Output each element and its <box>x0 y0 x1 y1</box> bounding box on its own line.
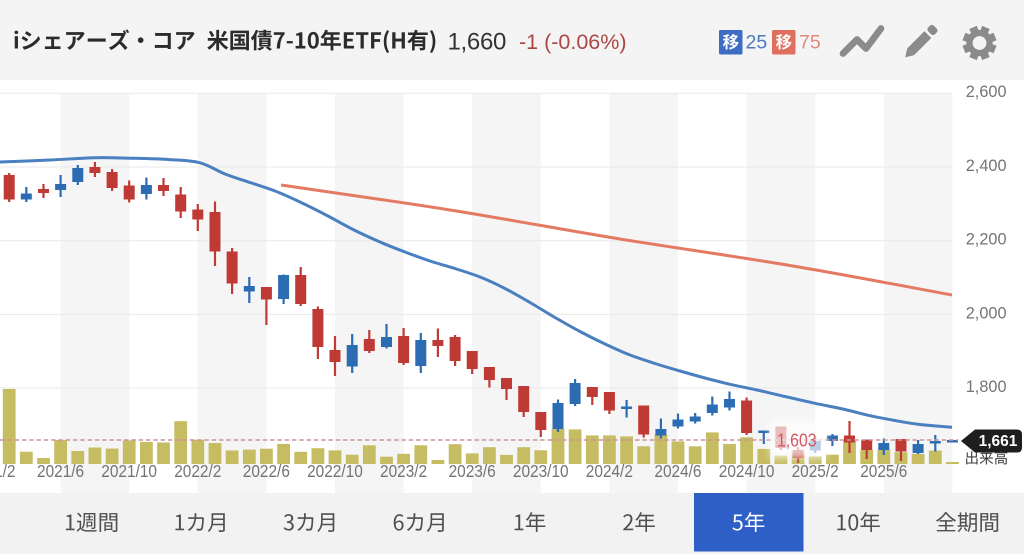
svg-text:2023/2: 2023/2 <box>380 461 427 481</box>
svg-text:2,400: 2,400 <box>966 157 1007 175</box>
svg-text:2024/2: 2024/2 <box>586 461 633 481</box>
svg-text:2023/10: 2023/10 <box>513 461 569 481</box>
svg-text:2024/6: 2024/6 <box>654 461 701 481</box>
svg-text:2022/6: 2022/6 <box>243 461 290 481</box>
svg-text:2,200: 2,200 <box>966 231 1007 249</box>
svg-text:2021/2: 2021/2 <box>0 461 15 481</box>
svg-text:1,660: 1,660 <box>448 29 507 56</box>
svg-text:2,000: 2,000 <box>966 304 1007 322</box>
svg-text:2021/10: 2021/10 <box>101 461 157 481</box>
svg-text:1,661: 1,661 <box>979 433 1018 450</box>
svg-text:25: 25 <box>746 31 768 53</box>
svg-text:2025/6: 2025/6 <box>860 461 907 481</box>
svg-text:2024/10: 2024/10 <box>719 461 775 481</box>
svg-text:75: 75 <box>799 31 821 53</box>
svg-text:2023/6: 2023/6 <box>449 461 496 481</box>
svg-text:2025/2: 2025/2 <box>792 461 839 481</box>
svg-text:2021/6: 2021/6 <box>37 461 84 481</box>
svg-text:2,600: 2,600 <box>966 83 1007 101</box>
svg-text:-1 (-0.06%): -1 (-0.06%) <box>519 30 627 54</box>
svg-text:2022/10: 2022/10 <box>307 461 363 481</box>
svg-text:1,800: 1,800 <box>966 378 1007 396</box>
svg-text:1,603: 1,603 <box>777 431 817 451</box>
svg-text:2022/2: 2022/2 <box>174 461 221 481</box>
